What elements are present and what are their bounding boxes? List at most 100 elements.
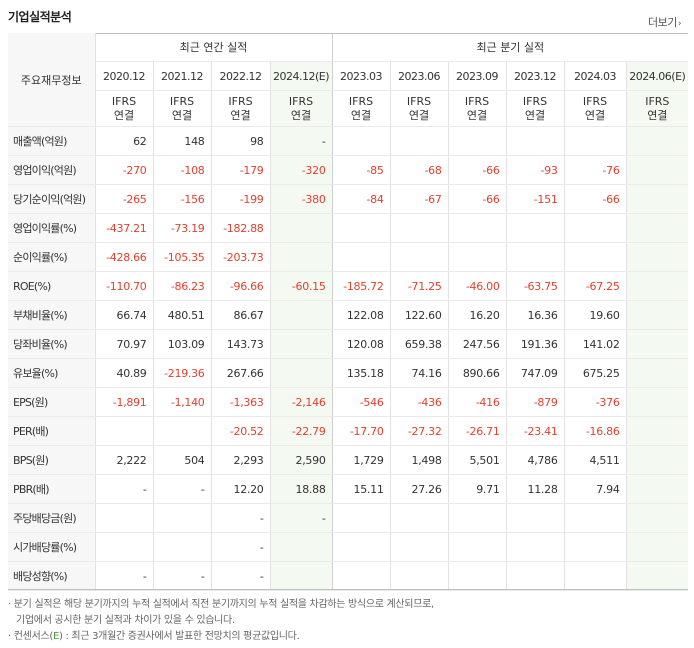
table-cell: -376 <box>563 387 627 417</box>
table-cell <box>331 532 391 562</box>
ifrs-header-row: IFRS 연결 IFRS 연결 IFRS 연결 IFRS 연결 IFRS 연결 IFRS 연결 IFRS… <box>8 90 689 127</box>
table-row: 주당배당금(원) - - <box>8 503 689 533</box>
table-cell <box>625 242 689 272</box>
row-label: EPS(원) <box>8 387 95 417</box>
table-cell <box>269 358 333 388</box>
table-cell: -110.70 <box>94 271 153 301</box>
table-cell: - <box>210 561 270 591</box>
table-cell <box>563 532 627 562</box>
table-cell: -22.79 <box>269 416 333 446</box>
period-header-row: 2020.12 2021.12 2022.12 2024.12(E) 2023.03 20… <box>8 61 689 91</box>
table-cell: -96.66 <box>210 271 270 301</box>
financial-table: 주요재무정보 최근 연간 실적 최근 분기 실적 2020.12 2021.12 2… <box>8 33 689 591</box>
table-row: ROE(%) -110.70 -86.23 -96.66 -60.15 -185.72 -7… <box>8 271 689 301</box>
row-label: 시가배당률(%) <box>8 532 95 562</box>
row-label: 영업이익(억원) <box>8 155 95 185</box>
table-cell: - <box>152 474 211 504</box>
ifrs-header: IFRS 연결 <box>269 90 333 127</box>
table-cell: 2,590 <box>269 445 333 475</box>
period-header: 2020.12 <box>94 61 153 91</box>
table-cell <box>625 271 689 301</box>
table-cell: - <box>94 474 153 504</box>
table-cell: -86.23 <box>152 271 211 301</box>
table-cell <box>625 445 689 475</box>
table-cell: -68 <box>389 155 449 185</box>
table-cell <box>625 503 689 533</box>
ifrs-header: IFRS 연결 <box>505 90 565 127</box>
period-header: 2024.03 <box>563 61 627 91</box>
table-cell: - <box>152 561 211 591</box>
table-cell: 135.18 <box>331 358 391 388</box>
period-header: 2022.12 <box>210 61 270 91</box>
table-row: 영업이익률(%) -437.21 -73.19 -182.88 <box>8 213 689 243</box>
row-label: 매출액(억원) <box>8 126 95 156</box>
table-cell <box>389 503 449 533</box>
basis-label: 연결 <box>230 108 251 122</box>
table-cell: -179 <box>210 155 270 185</box>
table-cell <box>389 126 449 156</box>
chevron-right-icon: › <box>677 19 682 29</box>
table-cell: - <box>269 126 333 156</box>
table-row: 영업이익(억원) -270 -108 -179 -320 -85 -68 -66 -93 -76 <box>8 155 689 185</box>
table-cell <box>625 213 689 243</box>
bottom-divider <box>8 589 688 590</box>
more-link[interactable]: 더보기› <box>648 14 682 30</box>
table-cell <box>269 213 333 243</box>
table-cell <box>505 242 565 272</box>
table-row: 시가배당률(%) - <box>8 532 689 562</box>
table-cell <box>389 532 449 562</box>
table-cell <box>269 532 333 562</box>
table-row: 순이익률(%) -428.66 -105.35 -203.73 <box>8 242 689 272</box>
table-cell <box>152 532 211 562</box>
table-cell: -76 <box>563 155 627 185</box>
table-cell: 659.38 <box>389 329 449 359</box>
table-cell: -2,146 <box>269 387 333 417</box>
table-cell: 86.67 <box>210 300 270 330</box>
row-label: ROE(%) <box>8 271 95 301</box>
ifrs-label: IFRS <box>111 94 137 108</box>
row-label: 유보율(%) <box>8 358 95 388</box>
table-cell: 247.56 <box>447 329 507 359</box>
table-cell: -105.35 <box>152 242 211 272</box>
table-row: 당기순이익(억원) -265 -156 -199 -380 -84 -67 -66 -151 -6… <box>8 184 689 214</box>
table-cell: 122.60 <box>389 300 449 330</box>
table-cell: 1,498 <box>389 445 449 475</box>
table-cell: 141.02 <box>563 329 627 359</box>
ifrs-label: IFRS <box>288 94 314 108</box>
row-header-label: 주요재무정보 <box>8 33 95 127</box>
table-cell: 191.36 <box>505 329 565 359</box>
table-cell <box>447 242 507 272</box>
table-cell: -1,891 <box>94 387 153 417</box>
table-cell <box>625 561 689 591</box>
basis-label: 연결 <box>524 108 546 122</box>
table-cell: -85 <box>331 155 391 185</box>
table-row: PER(배) -20.52 -22.79 -17.70 -27.32 -26.71 -23.… <box>8 416 689 446</box>
table-cell: 15.11 <box>331 474 391 504</box>
table-cell: 675.25 <box>563 358 627 388</box>
row-label: 순이익률(%) <box>8 242 95 272</box>
table-cell <box>331 126 391 156</box>
ifrs-header: IFRS 연결 <box>389 90 449 127</box>
table-cell: 480.51 <box>152 300 211 330</box>
ifrs-header: IFRS 연결 <box>152 90 211 127</box>
table-cell: 27.26 <box>389 474 449 504</box>
table-cell <box>625 184 689 214</box>
table-cell <box>94 503 153 533</box>
table-cell: 1,729 <box>331 445 391 475</box>
table-cell: 40.89 <box>94 358 153 388</box>
table-cell <box>269 242 333 272</box>
basis-label: 연결 <box>290 108 312 122</box>
table-cell <box>625 300 689 330</box>
table-row: EPS(원) -1,891 -1,140 -1,363 -2,146 -546 -436 -4… <box>8 387 689 417</box>
ifrs-header: IFRS 연결 <box>625 90 689 127</box>
table-cell: -270 <box>94 155 153 185</box>
table-cell: 120.08 <box>331 329 391 359</box>
table-cell: -546 <box>331 387 391 417</box>
table-cell: 7.94 <box>563 474 627 504</box>
row-label: 당좌비율(%) <box>8 329 95 359</box>
basis-label: 연결 <box>466 108 488 122</box>
table-cell: -63.75 <box>505 271 565 301</box>
table-cell <box>447 126 507 156</box>
table-cell: 267.66 <box>210 358 270 388</box>
table-cell: 4,786 <box>505 445 565 475</box>
